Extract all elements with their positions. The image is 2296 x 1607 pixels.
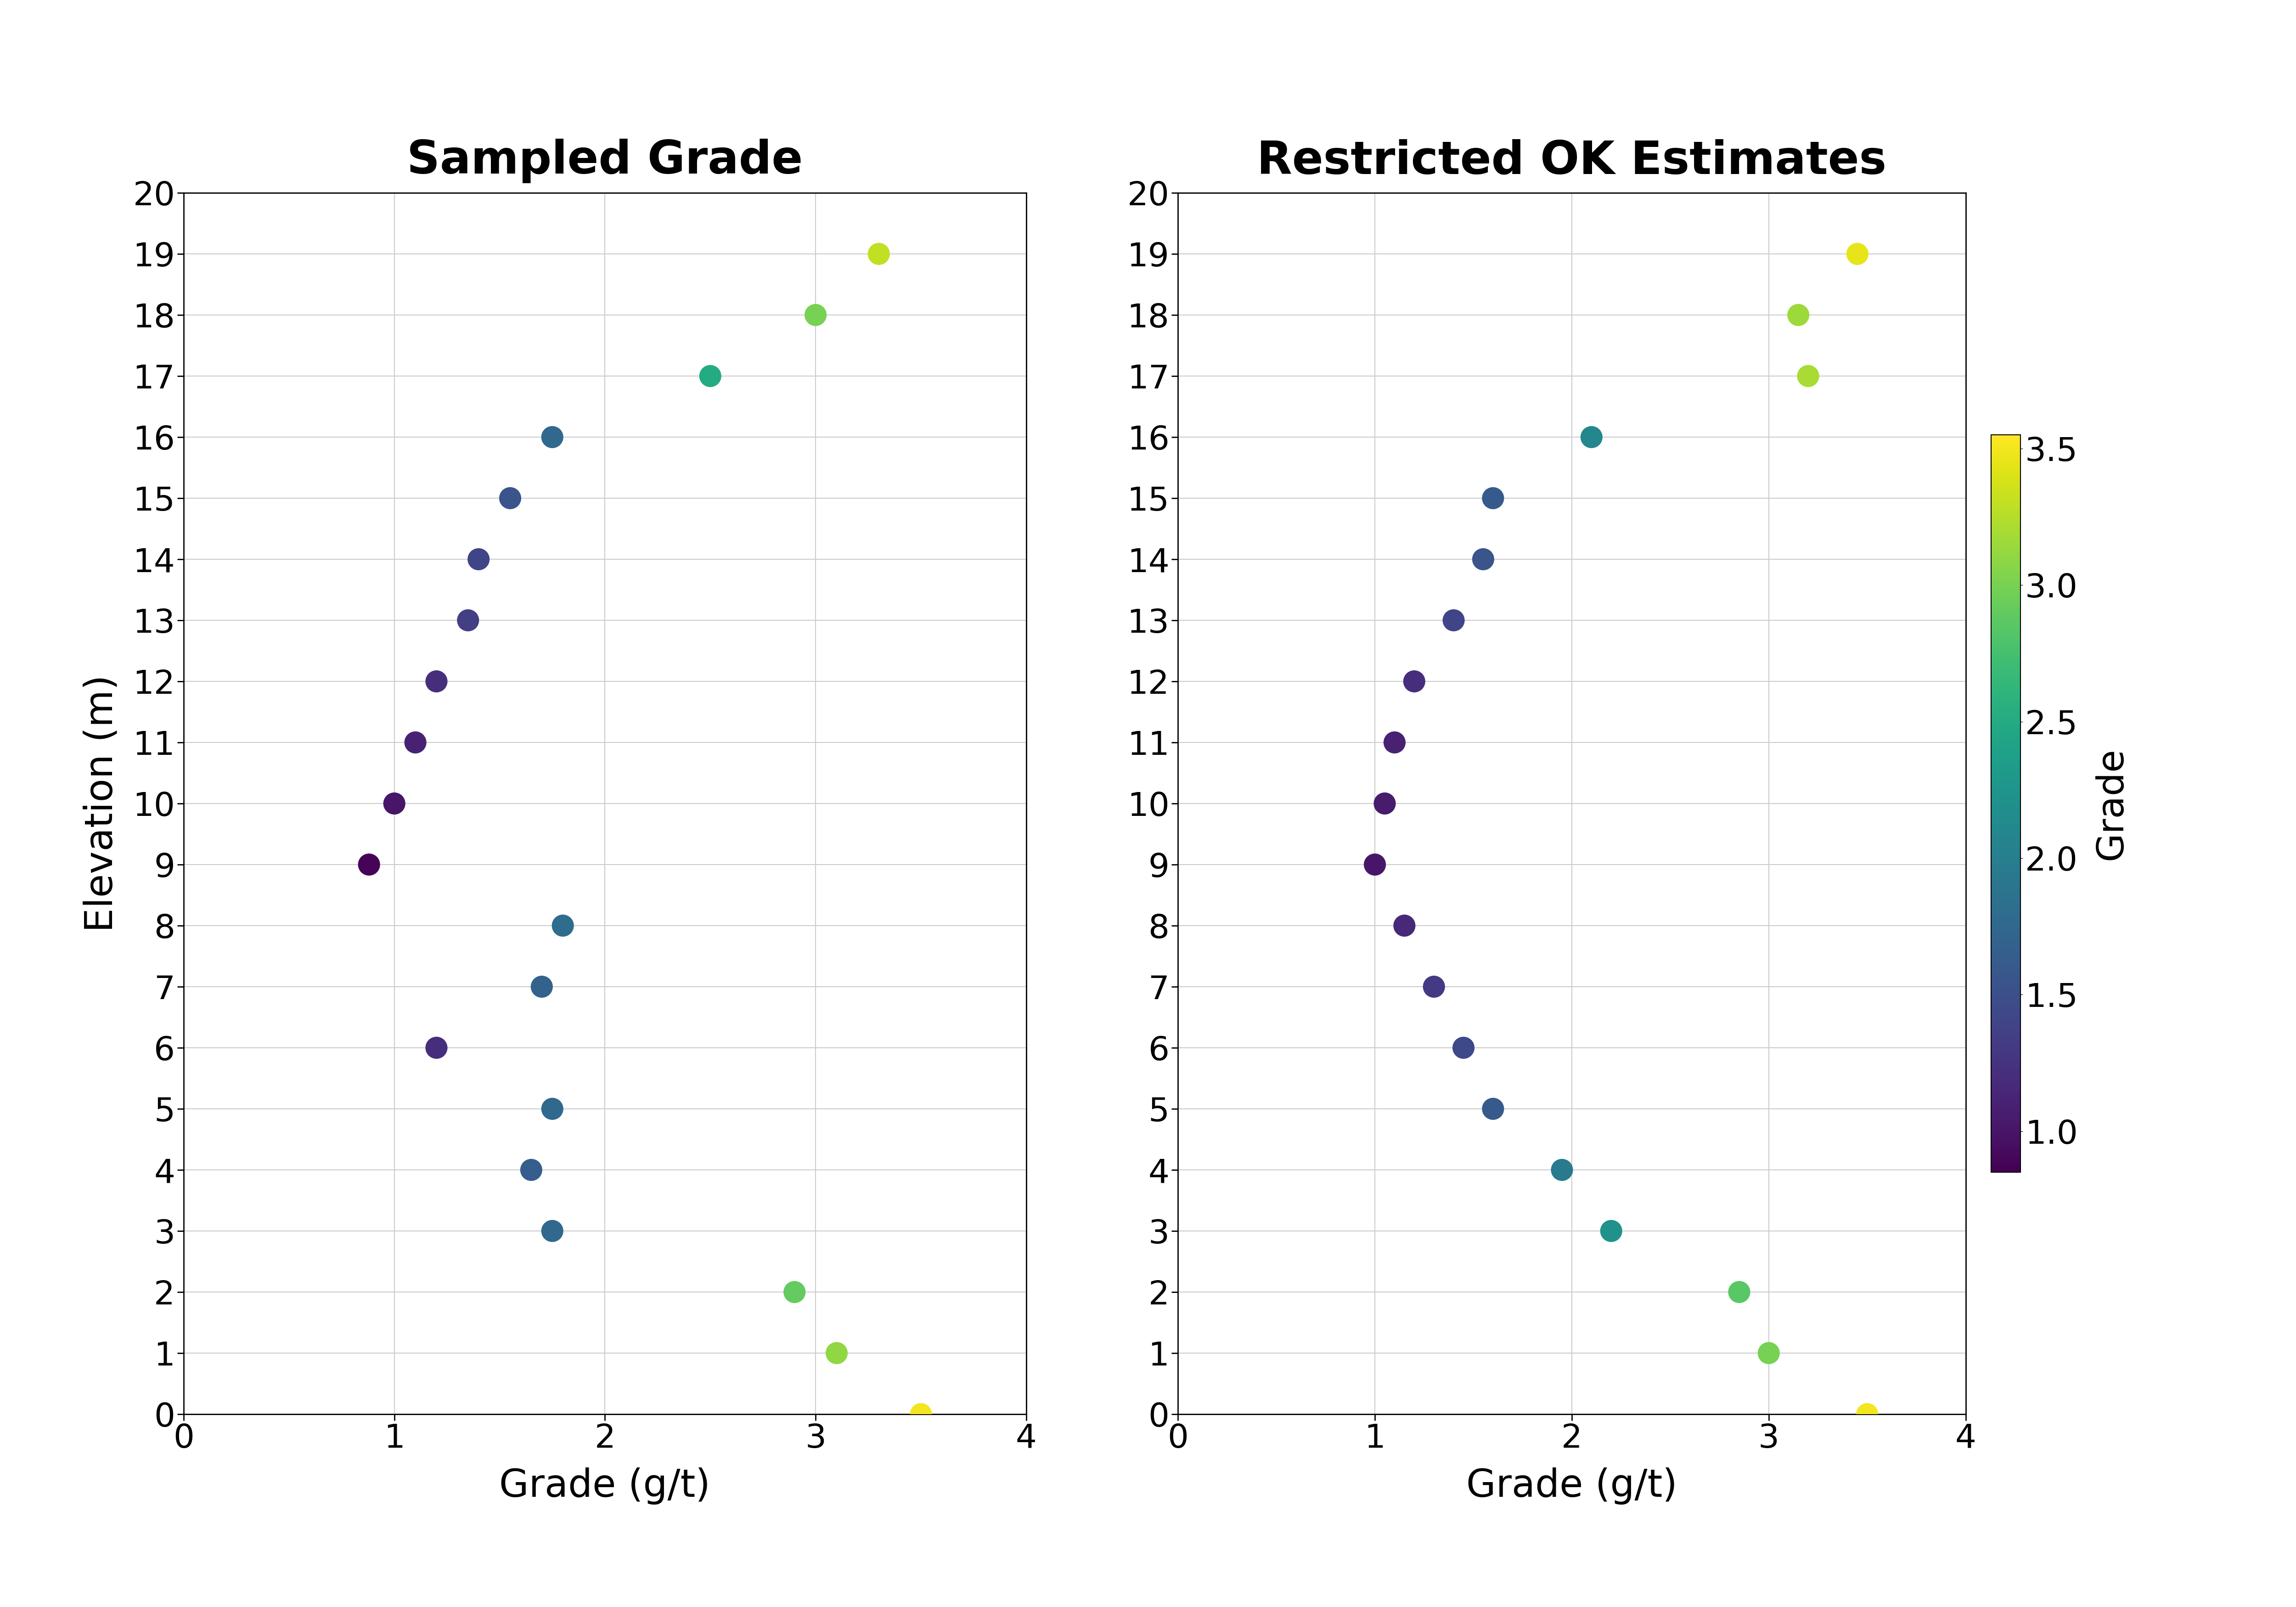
Point <box>1543 1157 1580 1183</box>
Point <box>1474 1096 1511 1122</box>
Point <box>351 852 388 877</box>
Point <box>535 424 572 450</box>
Y-axis label: Elevation (m): Elevation (m) <box>83 675 119 932</box>
Point <box>1593 1218 1630 1244</box>
Point <box>1375 730 1412 755</box>
Point <box>1791 363 1828 389</box>
Point <box>1366 791 1403 816</box>
Point <box>1417 974 1453 1000</box>
Point <box>1722 1279 1759 1305</box>
Point <box>1848 1401 1885 1427</box>
Point <box>817 1340 854 1366</box>
Point <box>691 363 728 389</box>
Point <box>450 607 487 633</box>
Point <box>1435 607 1472 633</box>
Point <box>459 546 496 572</box>
Point <box>1779 302 1816 328</box>
X-axis label: Grade (g/t): Grade (g/t) <box>498 1467 709 1504</box>
Point <box>776 1279 813 1305</box>
Point <box>491 485 528 511</box>
Point <box>418 669 455 694</box>
Title: Restricted OK Estimates: Restricted OK Estimates <box>1256 138 1887 183</box>
Point <box>544 913 581 938</box>
Point <box>1750 1340 1786 1366</box>
Point <box>523 974 560 1000</box>
Point <box>535 1096 572 1122</box>
Point <box>1444 1035 1481 1061</box>
Point <box>535 1218 572 1244</box>
Y-axis label: Grade: Grade <box>2094 747 2131 860</box>
Point <box>1839 241 1876 267</box>
Point <box>397 730 434 755</box>
X-axis label: Grade (g/t): Grade (g/t) <box>1467 1467 1678 1504</box>
Point <box>1474 485 1511 511</box>
Point <box>861 241 898 267</box>
Point <box>418 1035 455 1061</box>
Point <box>1357 852 1394 877</box>
Point <box>902 1401 939 1427</box>
Point <box>1396 669 1433 694</box>
Point <box>1387 913 1424 938</box>
Point <box>797 302 833 328</box>
Point <box>377 791 413 816</box>
Point <box>1573 424 1609 450</box>
Point <box>512 1157 549 1183</box>
Point <box>1465 546 1502 572</box>
Title: Sampled Grade: Sampled Grade <box>406 138 804 183</box>
